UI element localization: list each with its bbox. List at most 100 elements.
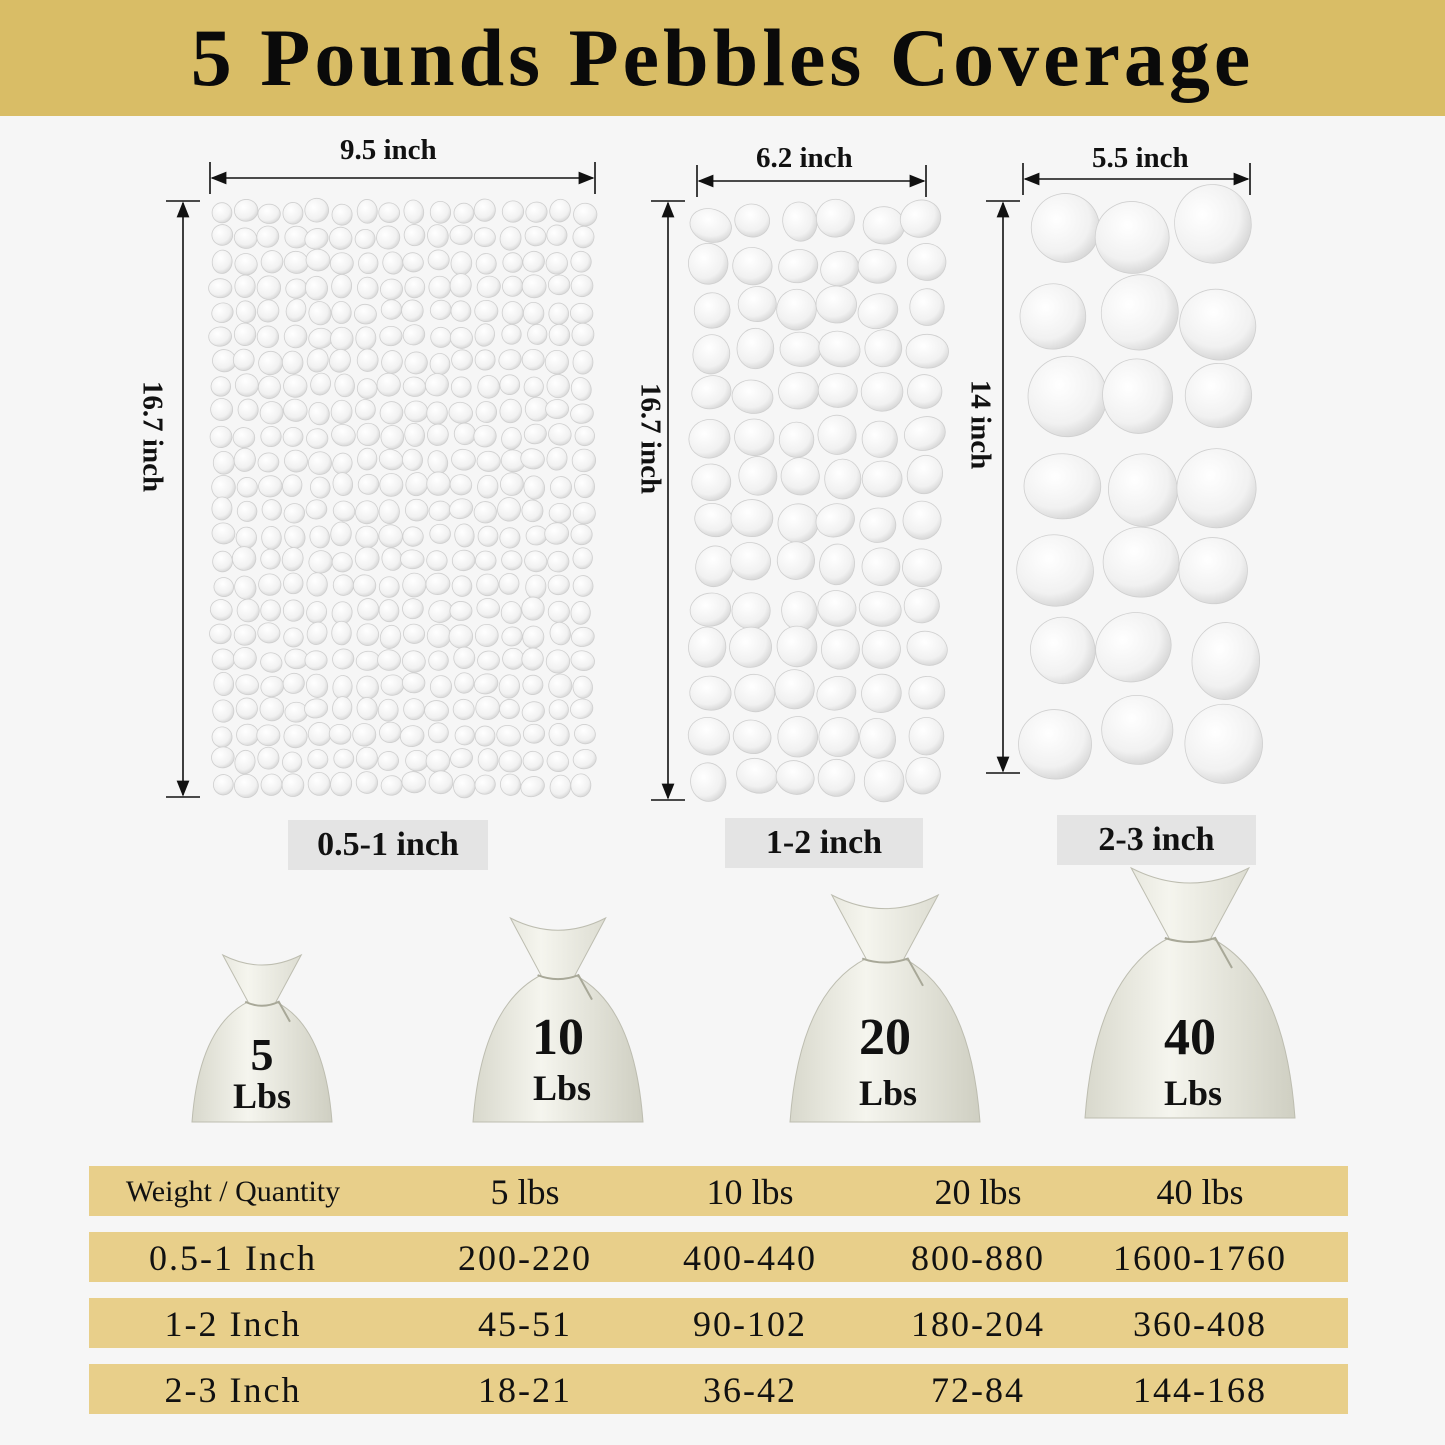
pebble xyxy=(448,624,474,649)
pebble xyxy=(545,649,571,674)
pebble xyxy=(520,448,545,470)
pebble xyxy=(1095,612,1172,683)
pebble xyxy=(212,450,235,475)
pebble xyxy=(333,748,355,769)
pebble xyxy=(548,502,572,524)
pebble xyxy=(1027,355,1108,438)
pebble xyxy=(282,751,303,773)
pebble xyxy=(1019,283,1087,350)
pebble xyxy=(332,500,356,522)
pebble xyxy=(404,351,428,375)
pebble xyxy=(473,198,496,222)
pebble xyxy=(906,630,948,666)
pebble xyxy=(402,572,427,598)
pebble xyxy=(691,375,732,410)
pebble xyxy=(450,251,473,276)
pebble xyxy=(378,576,400,598)
pebble xyxy=(1030,616,1096,685)
pebble xyxy=(473,501,497,524)
pebble xyxy=(355,326,377,351)
pebble xyxy=(449,601,473,621)
pebble xyxy=(426,623,452,648)
pebble xyxy=(524,226,547,247)
pebble xyxy=(498,573,520,595)
pebble xyxy=(377,698,399,722)
pebble xyxy=(451,349,473,371)
pebble xyxy=(902,500,942,540)
pebble xyxy=(574,425,595,447)
pebble xyxy=(547,574,570,596)
pebble xyxy=(209,623,232,645)
pebble xyxy=(731,592,771,630)
pebble xyxy=(237,398,259,421)
pebble xyxy=(257,622,281,644)
pebble xyxy=(737,286,777,323)
pebble xyxy=(355,771,379,794)
pebble xyxy=(281,547,304,572)
pebble xyxy=(233,773,259,799)
pebble xyxy=(257,746,280,770)
pebble xyxy=(499,374,521,395)
pebble xyxy=(548,673,573,698)
pebble xyxy=(570,377,592,401)
pebble xyxy=(260,250,284,274)
pebble xyxy=(1179,288,1257,361)
pebble xyxy=(355,399,376,421)
table-cell: 1600-1760 xyxy=(1113,1238,1287,1278)
bag-icon xyxy=(789,893,981,1123)
pebble xyxy=(573,202,598,227)
pebble xyxy=(236,598,260,623)
pebbles-medium xyxy=(687,198,949,803)
pebble xyxy=(1108,453,1178,527)
table-cell: 360-408 xyxy=(1133,1304,1267,1344)
pebble xyxy=(331,423,356,447)
pebble xyxy=(356,378,378,400)
pebble xyxy=(233,624,257,646)
pebble xyxy=(570,773,592,798)
pebble xyxy=(732,247,773,286)
pebble xyxy=(523,475,546,500)
pebble xyxy=(405,749,429,772)
pebble xyxy=(401,650,426,673)
pebble xyxy=(776,541,815,580)
pebble xyxy=(819,543,855,586)
bag-40-number: 40 xyxy=(1164,1009,1216,1066)
pebble xyxy=(424,700,449,722)
pebble xyxy=(570,403,594,424)
pebble xyxy=(261,499,282,521)
pebble xyxy=(902,548,942,588)
pebble xyxy=(523,301,545,325)
pebble xyxy=(1023,453,1102,520)
pebble xyxy=(306,572,328,597)
pebble xyxy=(521,274,547,299)
pebble xyxy=(256,724,281,747)
pebble xyxy=(234,253,258,276)
pebble xyxy=(776,288,817,331)
pebble xyxy=(429,675,452,699)
pebbles-large xyxy=(1016,184,1263,784)
pebble xyxy=(729,626,772,668)
pebble xyxy=(546,751,570,773)
pebble xyxy=(817,590,857,627)
pebble xyxy=(475,695,501,720)
pebble xyxy=(863,760,905,803)
pebble xyxy=(400,549,425,570)
pebble xyxy=(474,323,495,347)
pebble xyxy=(376,372,401,397)
pebble xyxy=(377,649,401,671)
size-label-medium: 1-2 inch xyxy=(725,818,923,868)
table-header-cell: 5 lbs xyxy=(490,1172,560,1212)
pebble xyxy=(352,574,377,597)
pebble xyxy=(233,199,259,222)
pebble xyxy=(818,717,860,757)
pebble xyxy=(307,749,329,770)
pebble xyxy=(1016,534,1094,607)
pebble xyxy=(236,477,258,498)
pebble xyxy=(305,275,328,301)
pebble xyxy=(378,499,400,524)
pebble xyxy=(571,448,597,473)
pebble xyxy=(283,503,306,524)
pebbles-small xyxy=(208,197,598,799)
pebble xyxy=(692,334,731,375)
table-row: 1-2 Inch 45-51 90-102 180-204 360-408 xyxy=(89,1298,1348,1348)
